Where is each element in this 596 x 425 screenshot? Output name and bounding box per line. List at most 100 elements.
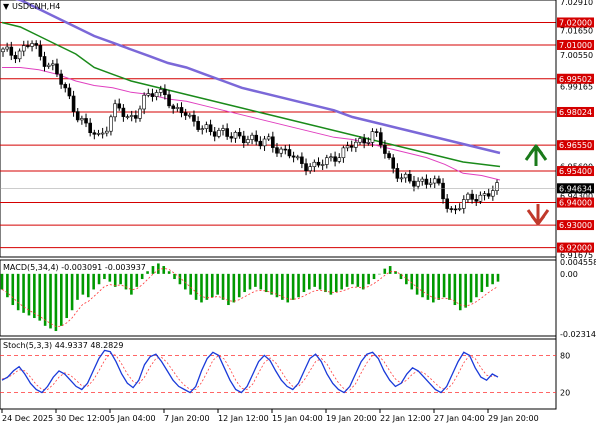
candle-body: [30, 43, 34, 47]
macd-bar: [173, 273, 176, 280]
candle-body: [420, 178, 425, 182]
macd-bar: [237, 273, 241, 298]
macd-bar: [86, 273, 90, 298]
candle-body: [171, 105, 176, 109]
macd-bar: [70, 273, 74, 311]
candle-body: [138, 108, 142, 119]
price-tick-label: 6.91675: [560, 251, 593, 260]
macd-bar: [16, 273, 20, 311]
candle-body: [324, 157, 329, 165]
candle-body: [362, 138, 366, 144]
macd-bar: [372, 273, 376, 280]
level-price-tag: [557, 166, 594, 177]
current-price-tag: [557, 183, 594, 194]
macd-label: MACD(5,34,4) -0.003091 -0.003937: [3, 263, 146, 272]
macd-bar: [254, 273, 257, 287]
candle-body: [100, 132, 105, 135]
candle-body: [424, 178, 429, 185]
candle-body: [233, 132, 238, 139]
macd-bar: [11, 273, 15, 306]
macd-bar: [329, 273, 333, 295]
stoch-main-line: [1, 349, 499, 394]
candle-body: [408, 173, 412, 182]
candle-body: [59, 73, 63, 85]
candle-body: [150, 93, 155, 97]
level-price-label: 6.93000: [559, 221, 592, 230]
candle-body: [113, 103, 117, 118]
candle-body: [320, 164, 325, 166]
level-price-label: 6.95400: [559, 167, 592, 176]
candle-body: [491, 190, 495, 197]
macd-bar: [81, 273, 85, 295]
macd-bar: [313, 273, 316, 287]
candle-body: [354, 141, 358, 148]
candle-body: [341, 147, 346, 159]
level-price-label: 7.02000: [559, 18, 592, 27]
macd-bar: [140, 273, 144, 280]
candle-body: [312, 161, 317, 167]
stoch-tick-label: 20: [560, 389, 570, 398]
candle-body: [196, 121, 200, 130]
price-tick-label: 7.01650: [560, 26, 593, 35]
candle-body: [241, 135, 246, 144]
candle-body: [395, 168, 400, 179]
macd-bar: [426, 273, 430, 300]
current-price-label: 6.94634: [559, 184, 592, 193]
candle-body: [349, 145, 354, 148]
macd-bar: [388, 266, 392, 274]
macd-bar: [432, 273, 435, 303]
candle-body: [163, 89, 167, 95]
candle-body: [308, 166, 312, 172]
chart-dropdown-arrow-icon[interactable]: ▼: [3, 2, 10, 11]
candle-body: [146, 93, 151, 96]
candle-body: [486, 193, 491, 197]
arrow-up-icon: [524, 144, 548, 166]
candle-body: [329, 156, 333, 159]
candle-body: [304, 163, 308, 172]
candle-body: [432, 178, 437, 184]
candle-body: [117, 103, 122, 109]
time-tick-label: 15 Jan 04:00: [272, 414, 323, 423]
candle-body: [295, 156, 300, 159]
macd-bar: [308, 273, 311, 290]
price-axis: 7.029107.016507.005506.991656.980006.966…: [0, 0, 594, 409]
arrow-down-icon: [526, 204, 550, 226]
macd-bar: [264, 273, 268, 293]
candle-body: [391, 157, 396, 169]
ma-mid-line: [1, 21, 501, 168]
candle-body: [42, 56, 47, 67]
candle-body: [154, 92, 159, 97]
candle-body: [55, 63, 59, 75]
macd-bar: [334, 273, 338, 293]
macd-bar: [135, 273, 139, 287]
macd-bar: [210, 273, 214, 298]
macd-bar: [221, 273, 225, 300]
macd-bar: [113, 273, 117, 287]
candle-body: [88, 122, 92, 134]
candle-body: [246, 139, 250, 144]
candle-body: [378, 132, 383, 146]
macd-bar: [394, 271, 397, 274]
macd-bar: [0, 273, 4, 290]
macd-bar: [410, 273, 414, 290]
candle-body: [337, 157, 342, 162]
candle-body: [466, 193, 470, 200]
macd-bar: [194, 273, 198, 300]
macd-bar: [33, 273, 36, 319]
level-price-label: 6.94000: [559, 199, 592, 208]
time-tick-label: 24 Dec 2025: [2, 414, 53, 423]
candle-body: [225, 128, 229, 137]
macd-axis: 0.004558 0.00 -0.023143: [560, 258, 596, 339]
candle-body: [92, 132, 97, 135]
macd-bar: [367, 273, 370, 285]
macd-bar: [340, 273, 343, 290]
candle-body: [71, 95, 76, 112]
candle-body: [387, 153, 391, 159]
level-price-label: 6.96550: [559, 141, 592, 150]
macd-histogram: [0, 263, 500, 332]
macd-bar: [103, 273, 106, 280]
candle-body: [333, 156, 337, 162]
candle-body: [279, 148, 283, 154]
macd-bar: [415, 273, 419, 295]
candle-body: [51, 63, 55, 66]
